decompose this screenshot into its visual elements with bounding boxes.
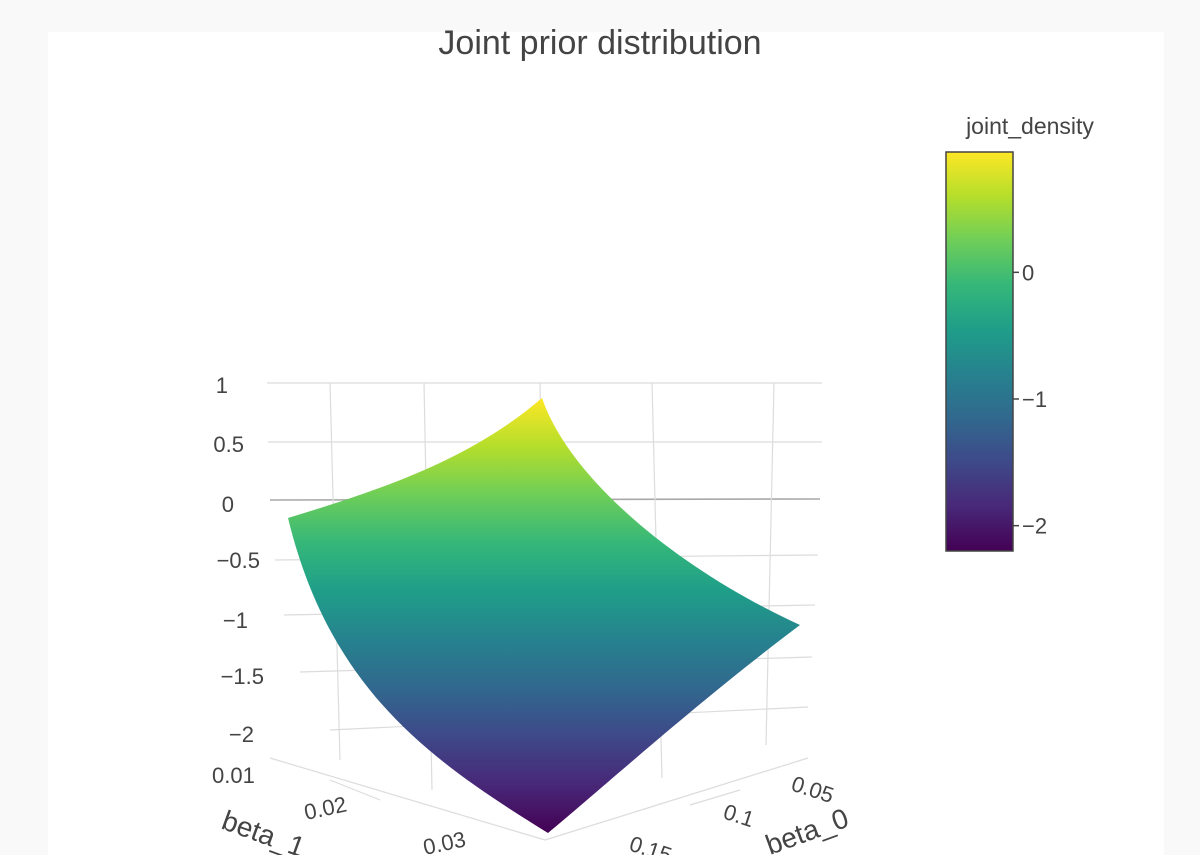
colorbar-ticks: 0 −1 −2: [1013, 260, 1047, 539]
y-tick-label: 0.03: [421, 827, 468, 855]
colorbar-title: joint_density: [965, 113, 1094, 139]
y-tick-label: 0.02: [302, 792, 349, 825]
z-tick-label: −2: [229, 722, 254, 747]
z-tick-label: 1: [216, 373, 228, 398]
x-tick-label: 0.15: [626, 831, 674, 855]
colorbar: [945, 151, 1014, 552]
z-tick-label: −1.5: [221, 664, 264, 689]
colorbar-tick-label: −2: [1022, 514, 1047, 539]
floor-grid: [689, 789, 741, 806]
floor-edge-right: [544, 757, 809, 841]
z-tick-label: −0.5: [217, 548, 260, 573]
y-axis-ticks: 0.01 0.02 0.03: [212, 763, 468, 855]
z-axis-ticks: 1 0.5 0 −0.5 −1 −1.5 −2: [213, 373, 264, 747]
colorbar-tick-label: −1: [1022, 387, 1047, 412]
floor-edge-left: [269, 757, 546, 841]
x-gridline: [765, 382, 775, 746]
z-tick-label: −1: [223, 608, 248, 633]
y-axis-label: beta_1: [218, 805, 309, 855]
x-axis-label: beta_0: [761, 802, 852, 855]
x-tick-label: 0.1: [720, 799, 757, 832]
y-tick-label: 0.01: [212, 763, 255, 788]
z-tick-label: 0: [222, 492, 234, 517]
floor-grid: [329, 779, 381, 801]
x-tick-label: 0.05: [788, 771, 836, 808]
chart-title: Joint prior distribution: [438, 24, 762, 62]
colorbar-tick-label: 0: [1022, 260, 1034, 285]
joint-density-surface[interactable]: [288, 398, 800, 833]
z-tick-label: 0.5: [213, 432, 244, 457]
